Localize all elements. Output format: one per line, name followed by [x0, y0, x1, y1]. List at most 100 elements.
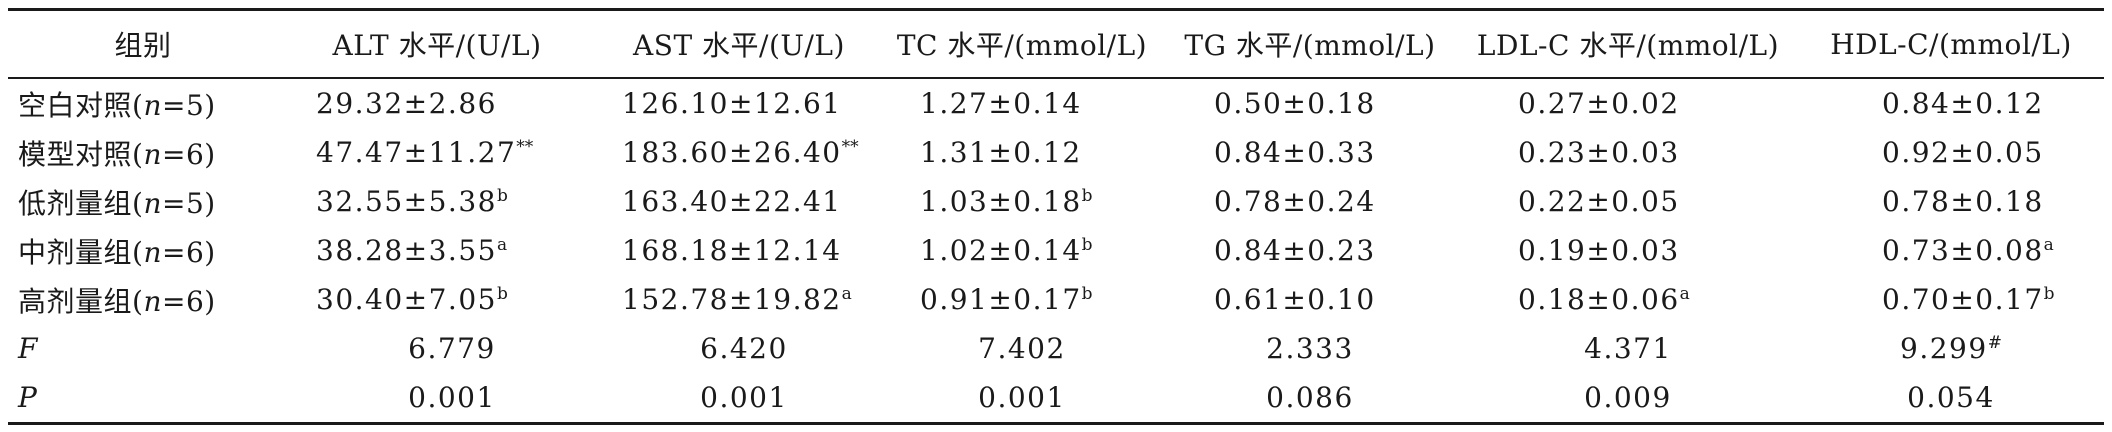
hdl-c-cell: 0.78±0.18: [1798, 177, 2104, 226]
tc-cell: 0.91±0.17b: [882, 275, 1162, 324]
f-alt-cell: 6.779: [278, 324, 596, 373]
cell-value: 0.61±0.10: [1214, 283, 1376, 316]
group-n-symbol: n: [143, 235, 162, 269]
stat-label: F: [8, 324, 278, 373]
group-label: 模型对照(n=6): [8, 128, 278, 177]
f-symbol: F: [18, 332, 38, 365]
group-n-symbol: n: [143, 88, 162, 122]
cell-value: 6.779: [408, 332, 496, 365]
cell-value: 0.001: [700, 381, 788, 414]
significance-mark: b: [1081, 186, 1093, 206]
cell-value: 0.84±0.12: [1882, 87, 2044, 120]
cell-value: 38.28±3.55: [316, 234, 497, 267]
alt-cell: 29.32±2.86: [278, 78, 596, 128]
cell-value: 0.70±0.17: [1882, 283, 2044, 316]
cell-value: 0.054: [1907, 381, 1995, 414]
f-statistic-row: F 6.779 6.420 7.402 2.333 4.371 9.299#: [8, 324, 2104, 373]
significance-mark: **: [841, 137, 859, 157]
cell-value: 0.91±0.17: [920, 283, 1082, 316]
cell-value: 9.299: [1900, 332, 1988, 365]
header-alt: ALT 水平/(U/L): [332, 29, 542, 62]
cell-value: 0.78±0.24: [1214, 185, 1376, 218]
f-ldl-c-cell: 4.371: [1458, 324, 1798, 373]
group-name: 中剂量组(: [18, 235, 144, 269]
significance-mark: a: [2043, 235, 2054, 255]
p-tg-cell: 0.086: [1162, 373, 1458, 424]
group-name: 空白对照(: [18, 88, 144, 122]
tc-cell: 1.27±0.14: [882, 78, 1162, 128]
group-count: =5): [161, 186, 216, 220]
group-count: =6): [161, 137, 216, 171]
group-count: =6): [161, 284, 216, 318]
cell-value: 0.84±0.23: [1214, 234, 1376, 267]
header-tc: TC 水平/(mmol/L): [896, 29, 1148, 62]
group-label: 空白对照(n=5): [8, 78, 278, 128]
ldl-c-cell: 0.18±0.06a: [1458, 275, 1798, 324]
header-ldl-c: LDL-C 水平/(mmol/L): [1476, 29, 1780, 62]
cell-value: 47.47±11.27: [316, 136, 517, 169]
ldl-c-cell: 0.22±0.05: [1458, 177, 1798, 226]
significance-mark: a: [496, 235, 508, 255]
group-n-symbol: n: [143, 284, 162, 318]
p-tc-cell: 0.001: [882, 373, 1162, 424]
hdl-c-cell: 0.73±0.08a: [1798, 226, 2104, 275]
cell-value: 0.001: [408, 381, 496, 414]
cell-value: 0.086: [1266, 381, 1354, 414]
cell-value: 7.402: [978, 332, 1066, 365]
p-alt-cell: 0.001: [278, 373, 596, 424]
cell-value: 6.420: [700, 332, 788, 365]
f-hdl-c-cell: 9.299#: [1798, 324, 2104, 373]
cell-value: 163.40±22.41: [622, 185, 842, 218]
group-label: 高剂量组(n=6): [8, 275, 278, 324]
cell-value: 0.78±0.18: [1882, 185, 2044, 218]
group-name: 模型对照(: [18, 137, 144, 171]
ast-cell: 168.18±12.14: [596, 226, 882, 275]
ast-cell: 152.78±19.82a: [596, 275, 882, 324]
cell-value: 0.001: [978, 381, 1066, 414]
significance-mark: b: [496, 186, 508, 206]
cell-value: 1.03±0.18: [920, 185, 1082, 218]
hdl-c-cell: 0.92±0.05: [1798, 128, 2104, 177]
alt-cell: 30.40±7.05b: [278, 275, 596, 324]
hdl-c-cell: 0.84±0.12: [1798, 78, 2104, 128]
cell-value: 0.19±0.03: [1518, 234, 1680, 267]
significance-mark: b: [1081, 235, 1093, 255]
ast-cell: 126.10±12.61: [596, 78, 882, 128]
significance-mark: a: [1679, 284, 1690, 304]
table-header: 组别 ALT 水平/(U/L) AST 水平/(U/L) TC 水平/(mmol…: [8, 9, 2104, 78]
header-hdl-c: HDL-C/(mmol/L): [1830, 27, 2072, 61]
group-name: 高剂量组(: [18, 284, 144, 318]
cell-value: 1.31±0.12: [920, 136, 1082, 169]
group-label: 中剂量组(n=6): [8, 226, 278, 275]
cell-value: 0.22±0.05: [1518, 185, 1680, 218]
cell-value: 0.73±0.08: [1882, 234, 2044, 267]
f-ast-cell: 6.420: [596, 324, 882, 373]
cell-value: 0.84±0.33: [1214, 136, 1376, 169]
group-count: =5): [161, 88, 216, 122]
cell-value: 183.60±26.40: [622, 136, 842, 169]
cell-value: 1.02±0.14: [920, 234, 1082, 267]
p-ast-cell: 0.001: [596, 373, 882, 424]
table-row: 高剂量组(n=6) 30.40±7.05b 152.78±19.82a 0.91…: [8, 275, 2104, 324]
tg-cell: 0.84±0.33: [1162, 128, 1458, 177]
group-n-symbol: n: [143, 186, 162, 220]
header-tg: TG 水平/(mmol/L): [1184, 29, 1436, 62]
cell-value: 2.333: [1266, 332, 1354, 365]
significance-mark: b: [1081, 284, 1093, 304]
cell-value: 30.40±7.05: [316, 283, 497, 316]
header-ast: AST 水平/(U/L): [633, 29, 845, 62]
group-n-symbol: n: [143, 137, 162, 171]
header-row: 组别 ALT 水平/(U/L) AST 水平/(U/L) TC 水平/(mmol…: [8, 9, 2104, 78]
cell-value: 29.32±2.86: [316, 87, 497, 120]
significance-mark: b: [2043, 284, 2055, 304]
significance-mark: b: [496, 284, 508, 304]
ast-cell: 163.40±22.41: [596, 177, 882, 226]
ldl-c-cell: 0.23±0.03: [1458, 128, 1798, 177]
tg-cell: 0.78±0.24: [1162, 177, 1458, 226]
alt-cell: 32.55±5.38b: [278, 177, 596, 226]
table-row: 低剂量组(n=5) 32.55±5.38b 163.40±22.41 1.03±…: [8, 177, 2104, 226]
cell-value: 0.009: [1584, 381, 1672, 414]
table-row: 空白对照(n=5) 29.32±2.86 126.10±12.61 1.27±0…: [8, 78, 2104, 128]
p-value-row: P 0.001 0.001 0.001 0.086 0.009 0.054: [8, 373, 2104, 424]
tc-cell: 1.31±0.12: [882, 128, 1162, 177]
